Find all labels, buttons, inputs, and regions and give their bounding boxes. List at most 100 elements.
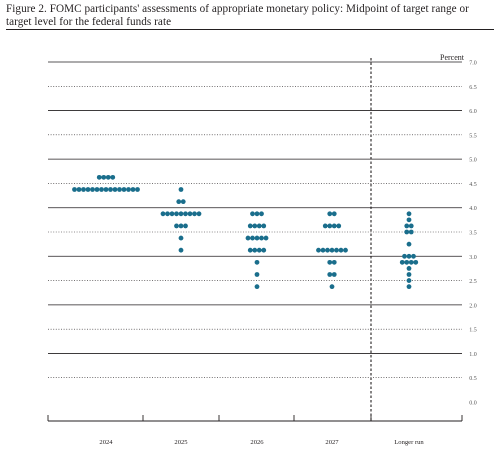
participant-dot [169,211,175,217]
participant-dot [183,223,188,229]
y-tick-label: 2.0 [469,303,477,309]
participant-dot [259,235,264,241]
y-axis-label: Percent [440,53,465,62]
participant-dot [331,211,337,217]
participant-dot [85,187,91,192]
participant-dot [338,247,344,253]
participant-dot [245,235,251,241]
participant-dot [99,187,104,192]
participant-dot [178,235,184,241]
participant-dot [402,253,407,259]
participant-dot [90,187,95,192]
y-tick-label: 5.0 [469,158,477,164]
participant-dot [176,199,182,205]
participant-dot [406,211,412,217]
participant-dot [327,272,333,277]
participant-dot [108,187,113,192]
participant-dot [180,199,186,205]
participant-dot [130,187,136,192]
participant-dot [254,259,260,265]
y-tick-label: 2.5 [469,279,477,285]
participant-dot [406,253,412,259]
participant-dot [343,247,348,253]
participant-dot [336,223,342,229]
participant-dot [406,241,412,247]
participant-dot [183,211,188,217]
x-category-label: 2026 [250,439,264,446]
participant-dot [121,187,127,192]
axes: 0.0 0.5 1.0 1.5 2.0 2.5 3.0 3.5 4.0 4.5 5.0 5.5 6.0 6… [47,58,477,446]
participant-dot [254,272,260,277]
y-tick-label: 6.0 [469,109,477,115]
participant-dot [94,187,100,192]
participant-dot [117,187,122,192]
participant-dot [331,272,337,277]
participant-dot [329,284,335,290]
participant-dot [261,223,267,229]
participant-dot [327,211,333,217]
participant-dot [399,259,405,265]
participant-dots [72,174,419,290]
participant-dot [334,247,339,253]
participant-dot [126,187,131,192]
participant-dot [406,278,412,283]
participant-dot [404,229,410,235]
participant-dot [254,284,260,290]
participant-dot [263,235,269,241]
participant-dot [254,235,260,241]
y-tick-label: 3.5 [469,231,477,237]
participant-dot [247,223,253,229]
y-tick-label: 7.0 [469,61,477,67]
participant-dot [252,247,258,253]
y-tick-label: 5.5 [469,133,477,139]
participant-dot [320,247,326,253]
participant-dot [256,223,262,229]
participant-dot [327,223,333,229]
participant-dot [404,259,410,265]
y-tick-label: 3.0 [469,255,477,261]
participant-dot [81,187,86,192]
x-category-label: Longer run [394,439,424,446]
participant-dot [178,187,184,192]
participant-dot [250,235,255,241]
participant-dot [252,223,258,229]
participant-dot [178,247,184,253]
participant-dot [316,247,321,253]
x-category-label: 2025 [174,439,188,446]
participant-dot [112,187,118,192]
participant-dot [404,223,410,229]
participant-dot [406,217,412,223]
participant-dot [103,187,109,192]
participant-dot [76,187,82,192]
gridlines [48,61,462,379]
participant-dot [105,174,111,180]
participant-dot [254,211,260,217]
participant-dot [247,247,253,253]
y-tick-label: 1.5 [469,328,477,334]
figure-title: Figure 2. FOMC participants' assessments… [6,3,469,28]
participant-dot [322,223,328,229]
x-category-label: 2027 [325,439,339,446]
participant-dot [96,174,102,180]
participant-dot [110,174,116,180]
participant-dot [329,247,335,253]
participant-dot [411,253,416,259]
participant-dot [256,247,262,253]
participant-dot [160,211,166,217]
y-tick-label: 4.5 [469,182,477,188]
y-tick-label: 4.0 [469,206,477,212]
participant-dot [250,211,255,217]
participant-dot [174,211,179,217]
participant-dot [101,174,107,180]
participant-dot [261,247,267,253]
title-rule [6,29,494,30]
participant-dot [331,259,337,265]
participant-dot [178,223,184,229]
x-category-label: 2024 [99,439,113,446]
participant-dot [408,223,414,229]
y-tick-label: 1.0 [469,352,477,358]
participant-dot [135,187,140,192]
participant-dot [406,266,412,271]
participant-dot [196,211,202,217]
